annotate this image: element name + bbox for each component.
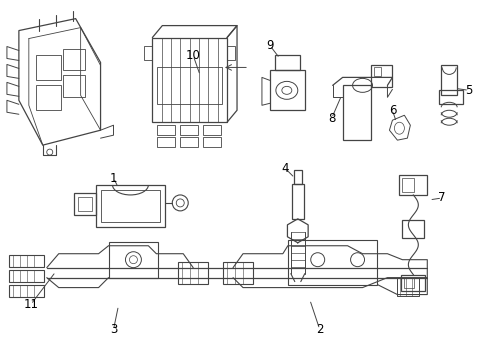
Bar xyxy=(9,270,44,282)
Bar xyxy=(152,37,226,122)
Text: 2: 2 xyxy=(315,323,323,336)
Bar xyxy=(36,55,61,80)
Bar xyxy=(62,75,84,97)
Text: 4: 4 xyxy=(281,162,288,175)
Bar xyxy=(9,255,44,267)
Bar xyxy=(95,185,165,227)
Text: 8: 8 xyxy=(327,112,335,125)
Bar xyxy=(78,197,91,211)
Bar xyxy=(291,184,303,219)
Bar xyxy=(440,66,456,95)
Bar xyxy=(74,193,95,215)
Bar xyxy=(399,175,427,195)
Bar xyxy=(342,85,370,140)
Bar xyxy=(36,85,61,110)
Bar xyxy=(203,137,221,147)
Bar xyxy=(9,285,44,297)
Bar xyxy=(180,137,198,147)
Bar xyxy=(401,275,425,291)
Text: 10: 10 xyxy=(185,49,200,62)
Bar xyxy=(373,67,381,76)
Text: 1: 1 xyxy=(109,171,117,185)
Bar xyxy=(144,45,152,60)
Bar xyxy=(402,220,424,238)
Bar xyxy=(178,262,208,284)
Bar xyxy=(62,49,84,71)
Text: 3: 3 xyxy=(110,323,117,336)
Bar xyxy=(101,190,160,222)
Bar xyxy=(402,178,413,192)
Bar xyxy=(157,67,222,104)
Text: 6: 6 xyxy=(388,104,395,117)
Bar xyxy=(157,137,175,147)
Bar xyxy=(108,242,158,278)
Bar xyxy=(397,278,419,296)
Bar xyxy=(370,66,392,87)
Bar xyxy=(226,45,235,60)
Bar xyxy=(404,278,413,288)
Text: 7: 7 xyxy=(438,192,445,204)
Bar xyxy=(274,55,299,71)
Bar xyxy=(269,71,304,110)
Bar xyxy=(293,170,301,184)
Text: 5: 5 xyxy=(465,84,472,97)
Bar xyxy=(203,125,221,135)
Bar xyxy=(223,262,252,284)
Bar xyxy=(157,125,175,135)
Text: 9: 9 xyxy=(265,39,273,52)
Bar xyxy=(287,240,377,285)
Text: 11: 11 xyxy=(23,298,38,311)
Bar xyxy=(180,125,198,135)
Bar xyxy=(438,90,462,104)
